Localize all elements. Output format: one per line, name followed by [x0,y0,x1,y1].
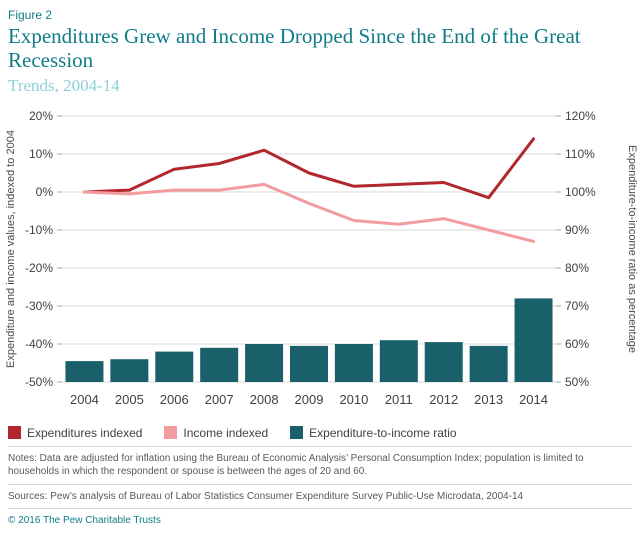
right-axis-tick-label: 120% [565,109,596,123]
x-axis-label: 2007 [205,392,234,407]
divider-bottom [8,508,632,510]
chart-subtitle: Trends, 2004-14 [8,75,120,95]
left-axis-tick-label: -50% [25,375,53,389]
legend-label-expenditures: Expenditures indexed [27,425,143,440]
x-axis-label: 2012 [429,392,458,407]
legend-item-expenditures: Expenditures indexed [8,426,142,440]
left-axis-tick-label: -40% [25,337,53,351]
legend-item-income: Income indexed [164,426,268,440]
ratio-bar [290,345,328,382]
legend: Expenditures indexed Income indexed Expe… [8,426,632,440]
copyright-text: © 2016 The Pew Charitable Trusts [8,515,161,527]
ratio-bar [155,351,194,382]
figure-label: Figure 2 [8,8,53,22]
right-axis-tick-label: 100% [565,185,596,199]
chart-area: 20% 120% 10% 110% 0% 100% -10% 90% -20% 80% -30% 70… [0,100,640,424]
ratio-bar [65,360,104,382]
line-series-1 [82,182,536,243]
ratio-bar [110,359,149,382]
legend-swatch-ratio [290,426,304,440]
x-axis-label: 2008 [250,392,279,407]
left-axis-tick-label: -20% [25,261,53,275]
divider-middle [8,483,632,485]
legend-swatch-expenditures [8,426,21,440]
left-axis-tick-label: -30% [25,299,53,313]
left-axis-tick-label: 20% [29,109,53,123]
ratio-bar [245,343,284,382]
right-axis-tick-label: 90% [565,223,589,237]
divider-top [8,445,632,447]
right-axis-title: Expenditure-to-income ratio as percentag… [626,145,638,353]
ratio-bar [334,343,373,382]
ratio-bar [514,298,553,382]
right-axis-tick-label: 60% [565,337,589,351]
x-axis-label: 2009 [295,392,324,407]
legend-item-ratio: Expenditure-to-income ratio [290,425,457,440]
left-axis-tick-label: -10% [25,223,53,237]
ratio-bar [424,341,463,382]
legend-label-ratio: Expenditure-to-income ratio [309,425,457,440]
x-axis-label: 2014 [519,392,548,407]
ratio-bar [379,340,418,382]
x-axis-label: 2010 [339,392,368,407]
right-axis-tick-label: 110% [565,147,595,161]
x-axis-label: 2011 [385,392,413,407]
right-axis-tick-label: 80% [565,261,589,275]
x-axis-label: 2005 [115,392,144,407]
notes-text: Notes: Data are adjusted for inflation u… [8,452,584,478]
legend-swatch-income [164,426,178,440]
combo-chart-svg: 20% 120% 10% 110% 0% 100% -10% 90% -20% 80% -30% 70… [5,109,638,407]
ratio-bar [469,345,508,382]
ratio-bar [200,347,239,382]
left-axis-title: Expenditure and income values, indexed t… [5,130,17,368]
x-axis-label: 2006 [160,392,189,407]
x-axis-label: 2013 [474,392,503,407]
right-axis-tick-label: 70% [565,299,589,313]
line-series-0 [82,137,536,200]
x-axis-label: 2004 [70,392,99,407]
chart-title: Expenditures Grew and Income Dropped Sin… [8,24,581,72]
legend-label-income: Income indexed [183,425,269,440]
left-axis-tick-label: 0% [36,185,54,199]
left-axis-tick-label: 10% [29,147,53,161]
sources-text: Sources: Pew’s analysis of Bureau of Lab… [8,490,524,502]
right-axis-tick-label: 50% [565,375,589,389]
